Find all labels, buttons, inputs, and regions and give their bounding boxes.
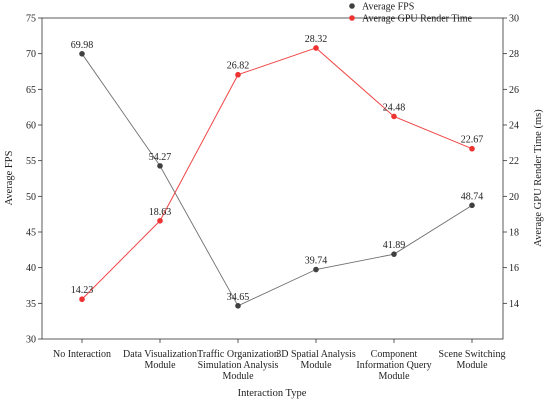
- right-tick-label: 14: [509, 299, 519, 310]
- plot-area-frame: [41, 17, 504, 340]
- x-tick-label: Module: [456, 360, 488, 371]
- right-tick-label: 20: [509, 192, 519, 203]
- legend-label-gpu: Average GPU Render Time: [362, 14, 473, 25]
- gpu-data-point: [235, 71, 241, 78]
- right-tick-label: 26: [509, 85, 519, 96]
- gpu-data-point: [469, 145, 475, 152]
- left-axis-ticks: 30 35 40 45 50 55 60 65 70 75: [26, 14, 42, 346]
- fps-data-point: [469, 202, 475, 209]
- x-tick-label: Information Query: [356, 360, 431, 371]
- right-axis-ticks: 14 16 18 20 22 24 26 28 30: [503, 14, 519, 310]
- left-axis-title: Average FPS: [4, 150, 15, 205]
- x-tick-label: Module: [378, 371, 410, 382]
- left-tick-label: 55: [26, 156, 36, 167]
- x-tick-label: Simulation Analysis: [198, 360, 279, 371]
- gpu-data-label: 22.67: [461, 135, 484, 146]
- fps-series-line: [81, 53, 473, 307]
- x-tick-label: Module: [300, 360, 332, 371]
- right-tick-label: 18: [509, 228, 519, 239]
- x-tick-label: Component: [371, 349, 418, 360]
- x-axis-ticks: No Interaction Data VisualizationModuleTr…: [53, 339, 505, 382]
- x-tick-label: Module: [144, 360, 176, 371]
- right-tick-label: 28: [509, 49, 519, 60]
- fps-data-point: [235, 303, 241, 309]
- legend-marker-gpu: [349, 15, 355, 21]
- x-tick-label: Traffic Organization: [197, 349, 279, 360]
- right-tick-label: 16: [509, 263, 519, 274]
- gpu-data-label: 14.23: [71, 285, 94, 296]
- fps-data-label: 39.74: [305, 256, 328, 267]
- right-axis-title: Average GPU Render Time (ms): [533, 109, 544, 247]
- gpu-data-label: 18.63: [149, 207, 172, 218]
- left-tick-label: 70: [26, 49, 36, 60]
- left-tick-label: 45: [26, 228, 36, 239]
- right-tick-label: 24: [509, 121, 519, 132]
- x-tick-label: Scene Switching: [439, 349, 506, 360]
- fps-data-point: [79, 51, 85, 57]
- gpu-data-label: 26.82: [227, 61, 250, 72]
- left-tick-label: 60: [26, 121, 36, 132]
- fps-data-label: 69.98: [71, 40, 94, 51]
- legend-marker-fps: [349, 3, 355, 9]
- x-tick-label: 3D Spatial Analysis: [276, 349, 356, 360]
- x-tick-label: Module: [222, 371, 254, 382]
- left-tick-label: 40: [26, 263, 36, 274]
- left-tick-label: 75: [26, 14, 36, 25]
- x-tick-label: Data Visualization: [123, 349, 197, 360]
- x-tick-label: No Interaction: [53, 349, 111, 360]
- data-labels-layer: 69.98 54.27 34.65 39.74 41.89 48.74 14.23 18.63…: [71, 34, 484, 303]
- right-tick-label: 30: [509, 14, 519, 25]
- series-layer: [79, 45, 475, 309]
- right-tick-label: 22: [509, 156, 519, 167]
- gpu-data-point: [157, 217, 163, 224]
- gpu-data-label: 24.48: [383, 102, 406, 113]
- legend-label-fps: Average FPS: [362, 2, 414, 13]
- fps-data-point: [157, 163, 163, 169]
- fps-data-label: 48.74: [461, 191, 484, 202]
- fps-data-label: 34.65: [227, 292, 250, 303]
- gpu-data-label: 28.32: [305, 34, 328, 45]
- left-tick-label: 30: [26, 335, 36, 346]
- fps-data-label: 41.89: [383, 240, 406, 251]
- x-axis-title: Interaction Type: [238, 388, 307, 399]
- gpu-series-line: [81, 47, 473, 300]
- left-tick-label: 65: [26, 85, 36, 96]
- fps-data-label: 54.27: [149, 152, 172, 163]
- gpu-data-point: [313, 45, 319, 51]
- left-tick-label: 50: [26, 192, 36, 203]
- gpu-data-point: [391, 113, 397, 120]
- fps-data-point: [391, 251, 397, 257]
- left-tick-label: 35: [26, 299, 36, 310]
- fps-data-point: [313, 266, 319, 273]
- gpu-data-point: [79, 296, 85, 303]
